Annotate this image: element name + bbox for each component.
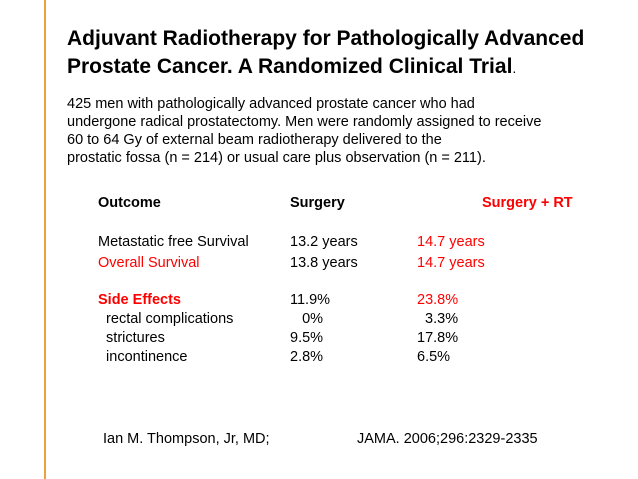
footer-author: Ian M. Thompson, Jr, MD; bbox=[103, 431, 270, 447]
surgery-value: 13.2 years bbox=[290, 234, 358, 250]
header-outcome: Outcome bbox=[98, 195, 161, 211]
description-line: prostatic fossa (n = 214) or usual care … bbox=[67, 150, 486, 166]
surgery-value: 9.5% bbox=[290, 330, 324, 346]
surgery-rt-value: 3.3% bbox=[417, 311, 459, 327]
surgery-value: 13.8 years bbox=[290, 255, 358, 271]
surgery-value: 0% bbox=[290, 311, 324, 327]
outcome-side-effects: Side Effects bbox=[98, 292, 181, 308]
footer-citation: JAMA. 2006;296:2329-2335 bbox=[357, 431, 538, 447]
description-line: undergone radical prostatectomy. Men wer… bbox=[67, 114, 542, 130]
surgery-rt-value: 6.5% bbox=[417, 349, 451, 365]
surgery-rt-value: 17.8% bbox=[417, 330, 459, 346]
outcome-overall-survival: Overall Survival bbox=[98, 255, 200, 271]
description-line: 425 men with pathologically advanced pro… bbox=[67, 96, 475, 112]
title-line-1: Adjuvant Radiotherapy for Pathologically… bbox=[67, 27, 585, 50]
surgery-rt-value: 23.8% bbox=[417, 292, 459, 308]
study-description: 425 men with pathologically advanced pro… bbox=[67, 95, 632, 167]
title-line-2-text: Prostate Cancer. A Randomized Clinical T… bbox=[67, 55, 513, 78]
surgery-value: 2.8% bbox=[290, 349, 324, 365]
surgery-rt-value: 14.7 years bbox=[417, 234, 485, 250]
outcome-rectal-complications: rectal complications bbox=[98, 311, 234, 327]
outcome-strictures: strictures bbox=[98, 330, 165, 346]
header-surgery-rt: Surgery + RT bbox=[482, 195, 573, 211]
title-period: . bbox=[512, 60, 517, 76]
surgery-value: 11.9% bbox=[290, 292, 331, 308]
description-line: 60 to 64 Gy of external beam radiotherap… bbox=[67, 132, 442, 148]
outcome-metastatic-free-survival: Metastatic free Survival bbox=[98, 234, 249, 250]
outcome-incontinence: incontinence bbox=[98, 349, 188, 365]
title-line-2: Prostate Cancer. A Randomized Clinical T… bbox=[67, 53, 627, 82]
accent-bar bbox=[44, 0, 46, 479]
surgery-rt-value: 14.7 years bbox=[417, 255, 485, 271]
header-surgery: Surgery bbox=[290, 195, 345, 211]
slide-title: Adjuvant Radiotherapy for Pathologically… bbox=[67, 25, 627, 82]
